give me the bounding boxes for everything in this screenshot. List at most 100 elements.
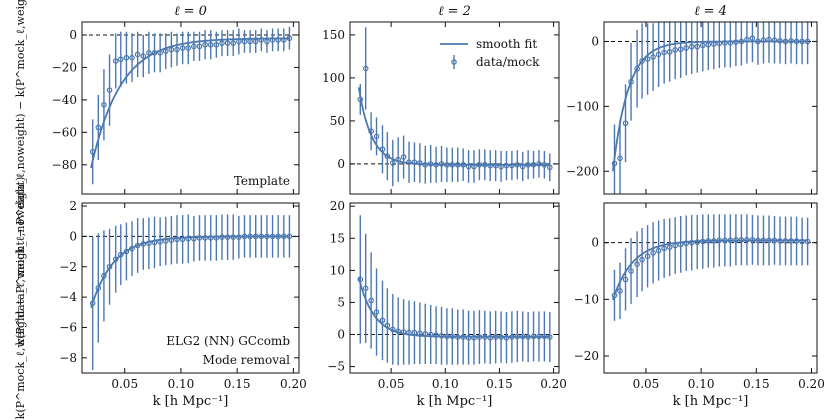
legend-fit-label: smooth fit [476,37,537,51]
data-point [476,334,483,340]
data-point [89,300,96,306]
data-point [622,120,629,127]
data-point [202,235,208,241]
data-point [157,238,163,245]
data-point [634,65,640,72]
x-tick-label: 0.10 [688,377,715,391]
x-axis-label: k [h Mpc⁻¹] [153,394,229,409]
data-point [406,329,412,336]
data-point [449,333,456,340]
data-point [509,162,515,169]
data-point [509,334,515,340]
data-point [525,161,531,168]
data-point [422,331,429,337]
y-tick-label: 5 [337,295,345,309]
data-point [241,233,248,240]
data-point [151,50,158,56]
data-point [788,238,794,244]
data-point [677,46,684,53]
data-point [465,334,472,341]
y-tick-label: −6 [59,320,77,334]
data-point [699,42,706,49]
data-point [101,273,107,279]
x-tick-label: 0.20 [540,377,567,391]
data-point [373,133,380,140]
data-point [224,40,231,46]
y-tick-label: 15 [330,231,345,245]
panel-top-right: 0 −100 −200 ℓ = 4 [566,4,818,195]
data-point [427,161,434,167]
x-tick-label: 0.20 [280,377,307,391]
data-point [384,153,391,159]
data-point [788,38,794,44]
data-point [162,238,169,244]
smooth-fit-line [90,37,290,169]
data-point [213,235,220,241]
data-points [611,237,811,299]
data-point [368,128,374,135]
data-point [525,334,531,340]
data-point [617,155,623,162]
data-point [140,53,147,59]
data-point [174,236,180,243]
data-point [536,333,542,340]
data-point [357,276,364,283]
data-point [134,242,141,249]
data-point [716,237,723,244]
data-point [157,50,163,56]
data-point [782,238,789,244]
error-bars [359,215,551,366]
data-point [711,238,717,244]
data-point [202,41,208,48]
data-point [95,124,102,131]
data-point [389,326,396,333]
annotation-sample: ELG2 (NN) GCcomb [166,334,290,348]
data-point [666,49,673,55]
data-point [666,244,673,251]
data-point [530,161,537,168]
data-point [804,238,811,245]
annotation-method: Mode removal [203,353,290,367]
data-point [207,235,214,241]
data-point [655,51,662,58]
data-point [688,239,695,246]
data-point [129,245,135,252]
data-point [744,36,750,43]
data-point [112,256,119,262]
data-points [357,65,553,171]
data-point [368,297,374,304]
data-point [738,237,745,243]
axes-frame [349,21,560,195]
panel-title: ℓ = 2 [438,4,471,19]
panel-title: ℓ = 0 [174,4,207,19]
x-tick-label: 0.15 [486,377,513,391]
data-point [465,163,472,170]
data-point [162,48,169,55]
data-points [611,35,811,167]
data-point [106,87,113,93]
data-point [644,56,651,62]
data-point [438,161,445,167]
data-point [628,268,634,274]
data-point [460,334,466,340]
annotation-template: Template [234,174,290,188]
data-point [744,237,750,243]
data-point [281,37,287,43]
x-tick-label: 0.15 [224,377,251,391]
data-point [487,334,494,341]
data-point [252,233,259,240]
data-point [699,238,706,245]
data-point [650,54,656,60]
data-point [379,317,386,324]
data-point [258,37,265,43]
data-point [247,233,253,240]
data-point [760,37,767,43]
data-point [422,161,429,168]
data-point [661,245,667,252]
data-point [487,162,494,169]
data-point [411,329,418,336]
data-point [482,334,488,340]
y-tick-label: −20 [52,60,77,74]
data-point [498,163,504,170]
